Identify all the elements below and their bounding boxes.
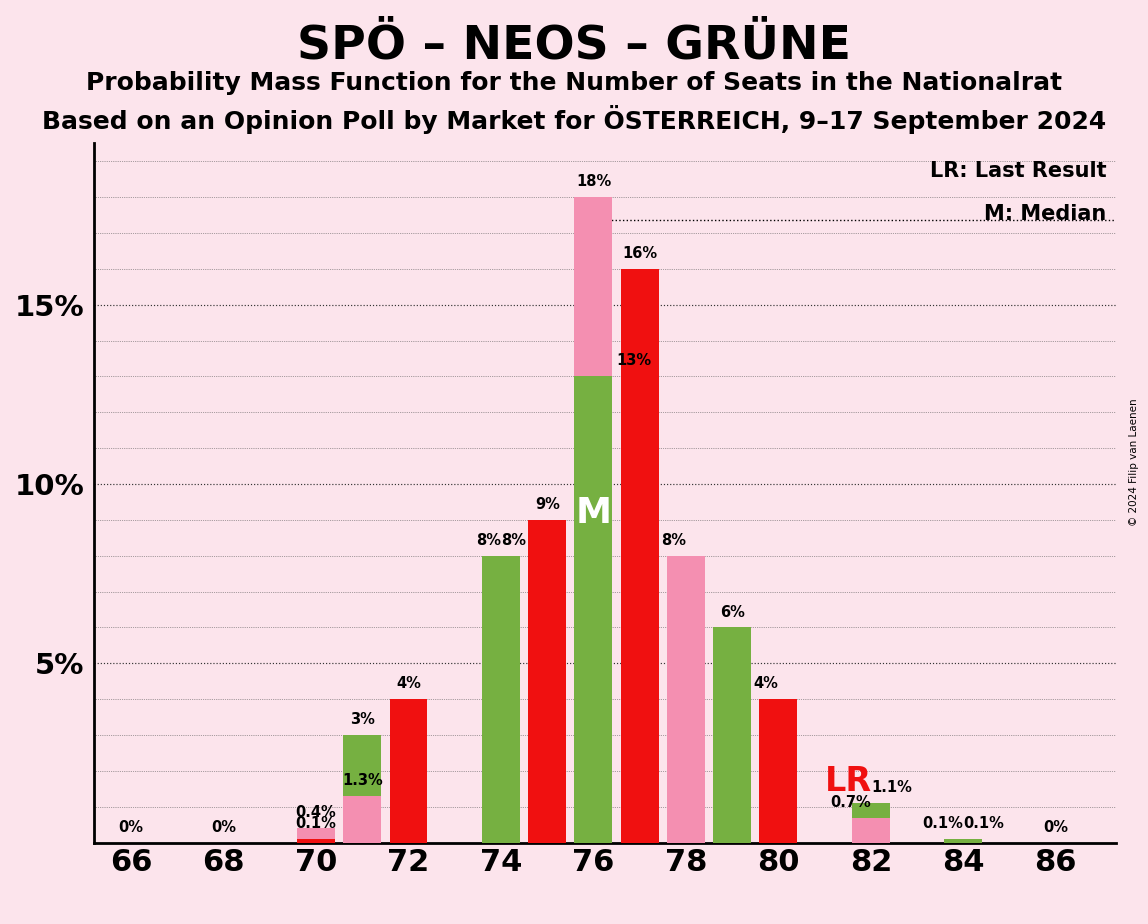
- Text: M: M: [575, 495, 612, 529]
- Text: 4%: 4%: [396, 676, 421, 691]
- Bar: [574, 376, 612, 843]
- Bar: [713, 627, 751, 843]
- Text: 4%: 4%: [753, 676, 778, 691]
- Text: 18%: 18%: [576, 174, 611, 189]
- Bar: [482, 555, 520, 843]
- Bar: [343, 796, 381, 843]
- Text: 8%: 8%: [476, 533, 501, 548]
- Bar: [760, 699, 798, 843]
- Text: 1.1%: 1.1%: [871, 781, 912, 796]
- Text: 0.7%: 0.7%: [830, 795, 871, 809]
- Text: 0.1%: 0.1%: [296, 816, 336, 832]
- Text: 3%: 3%: [350, 712, 374, 727]
- Bar: [621, 269, 659, 843]
- Text: 0%: 0%: [1044, 820, 1069, 834]
- Text: 1.3%: 1.3%: [342, 773, 382, 788]
- Text: 0.1%: 0.1%: [963, 816, 1004, 832]
- Bar: [852, 818, 890, 843]
- Bar: [297, 839, 335, 843]
- Text: 9%: 9%: [535, 497, 559, 512]
- Text: 8%: 8%: [501, 533, 526, 548]
- Text: LR: LR: [824, 765, 871, 798]
- Bar: [574, 197, 612, 843]
- Bar: [297, 828, 335, 843]
- Text: 0.1%: 0.1%: [922, 816, 963, 832]
- Text: 0%: 0%: [118, 820, 144, 834]
- Bar: [343, 736, 381, 843]
- Bar: [482, 555, 520, 843]
- Text: 8%: 8%: [661, 533, 685, 548]
- Text: 6%: 6%: [720, 604, 745, 620]
- Text: 16%: 16%: [622, 246, 658, 261]
- Text: © 2024 Filip van Laenen: © 2024 Filip van Laenen: [1130, 398, 1139, 526]
- Bar: [528, 520, 566, 843]
- Bar: [852, 803, 890, 843]
- Text: SPÖ – NEOS – GRÜNE: SPÖ – NEOS – GRÜNE: [297, 23, 851, 68]
- Text: 0%: 0%: [211, 820, 236, 834]
- Text: Based on an Opinion Poll by Market for ÖSTERREICH, 9–17 September 2024: Based on an Opinion Poll by Market for Ö…: [41, 105, 1107, 134]
- Bar: [389, 699, 427, 843]
- Text: M: Median: M: Median: [984, 204, 1107, 225]
- Bar: [667, 555, 705, 843]
- Text: LR: Last Result: LR: Last Result: [930, 161, 1107, 181]
- Text: Probability Mass Function for the Number of Seats in the Nationalrat: Probability Mass Function for the Number…: [86, 71, 1062, 95]
- Text: 0.4%: 0.4%: [296, 806, 336, 821]
- Text: 13%: 13%: [616, 354, 652, 369]
- Bar: [945, 839, 983, 843]
- Bar: [945, 839, 983, 843]
